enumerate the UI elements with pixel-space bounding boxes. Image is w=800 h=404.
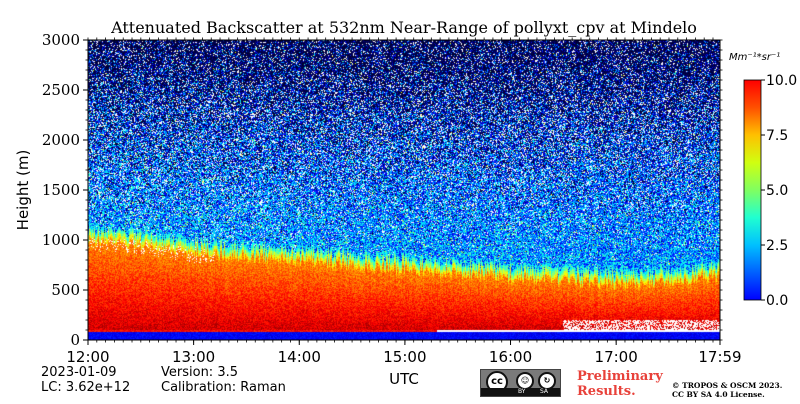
y-tick-label: 0 xyxy=(70,331,80,349)
chart-title: Attenuated Backscatter at 532nm Near-Ran… xyxy=(110,18,697,37)
colorbar-tick-label: 5.0 xyxy=(766,183,788,199)
y-tick-label: 2000 xyxy=(42,131,80,149)
colorbar-tick-label: 7.5 xyxy=(766,128,788,144)
y-tick-label: 500 xyxy=(51,281,80,299)
x-axis: 12:00 13:00 14:00 15:00 16:00 17:00 17:59 xyxy=(66,37,742,366)
info-calibration: Calibration: Raman xyxy=(161,380,286,395)
cc-sa-text: SA xyxy=(540,388,549,395)
info-version: Version: 3.5 xyxy=(161,365,238,380)
backscatter-heatmap xyxy=(88,40,720,340)
x-tick-label: 17:59 xyxy=(698,348,741,366)
y-tick-label: 1500 xyxy=(42,181,80,199)
colorbar: Mm⁻¹*sr⁻¹ 0.0 2.5 5.0 7.5 10.0 xyxy=(729,52,797,309)
colorbar-gradient xyxy=(743,79,762,301)
x-tick-label: 15:00 xyxy=(383,348,426,366)
preliminary-line2: Results. xyxy=(577,384,636,399)
y-tick-label: 3000 xyxy=(42,31,80,49)
heatmap-image-wrapper xyxy=(88,40,720,340)
preliminary-notice: Preliminary Results. xyxy=(577,369,663,399)
x-tick-label: 17:00 xyxy=(595,348,638,366)
info-date: 2023-01-09 xyxy=(41,365,117,380)
copyright-notice: © TROPOS & OSCM 2023. CC BY SA 4.0 Licen… xyxy=(672,381,782,399)
preliminary-line1: Preliminary xyxy=(577,369,663,384)
colorbar-tick-label: 0.0 xyxy=(766,293,788,309)
info-lc: LC: 3.62e+12 xyxy=(41,380,131,395)
y-tick-label: 1000 xyxy=(42,231,80,249)
x-tick-label: 16:00 xyxy=(489,348,532,366)
x-tick-label: 13:00 xyxy=(172,348,215,366)
y-axis: 0 500 1000 1500 2000 2500 3000 xyxy=(42,31,723,349)
y-tick-label: 2500 xyxy=(42,81,80,99)
sa-share-icon: ↻ xyxy=(538,372,556,390)
x-tick-label: 14:00 xyxy=(278,348,321,366)
copyright-line1: © TROPOS & OSCM 2023. xyxy=(672,381,783,390)
colorbar-label: Mm⁻¹*sr⁻¹ xyxy=(729,52,780,63)
cc-badge-strip: BY SA xyxy=(481,388,560,396)
x-axis-label: UTC xyxy=(389,370,419,388)
y-axis-label: Height (m) xyxy=(14,150,32,231)
copyright-line2: CC BY SA 4.0 License. xyxy=(672,390,765,399)
cc-license-badge[interactable]: cc ☺ ↻ BY SA xyxy=(480,369,561,397)
x-tick-label: 12:00 xyxy=(66,348,109,366)
cc-by-text: BY xyxy=(518,388,526,395)
colorbar-ticks: 0.0 2.5 5.0 7.5 10.0 xyxy=(761,73,797,309)
colorbar-tick-label: 2.5 xyxy=(766,238,788,254)
colorbar-tick-label: 10.0 xyxy=(766,73,797,89)
